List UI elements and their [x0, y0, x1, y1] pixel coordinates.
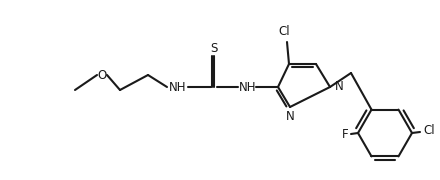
Text: O: O — [97, 69, 106, 82]
Text: N: N — [335, 80, 343, 93]
Text: Cl: Cl — [423, 125, 435, 138]
Text: S: S — [210, 42, 218, 55]
Text: N: N — [286, 111, 294, 123]
Text: NH: NH — [239, 80, 257, 93]
Text: Cl: Cl — [278, 24, 290, 37]
Text: NH: NH — [169, 80, 187, 93]
Text: F: F — [342, 127, 348, 141]
